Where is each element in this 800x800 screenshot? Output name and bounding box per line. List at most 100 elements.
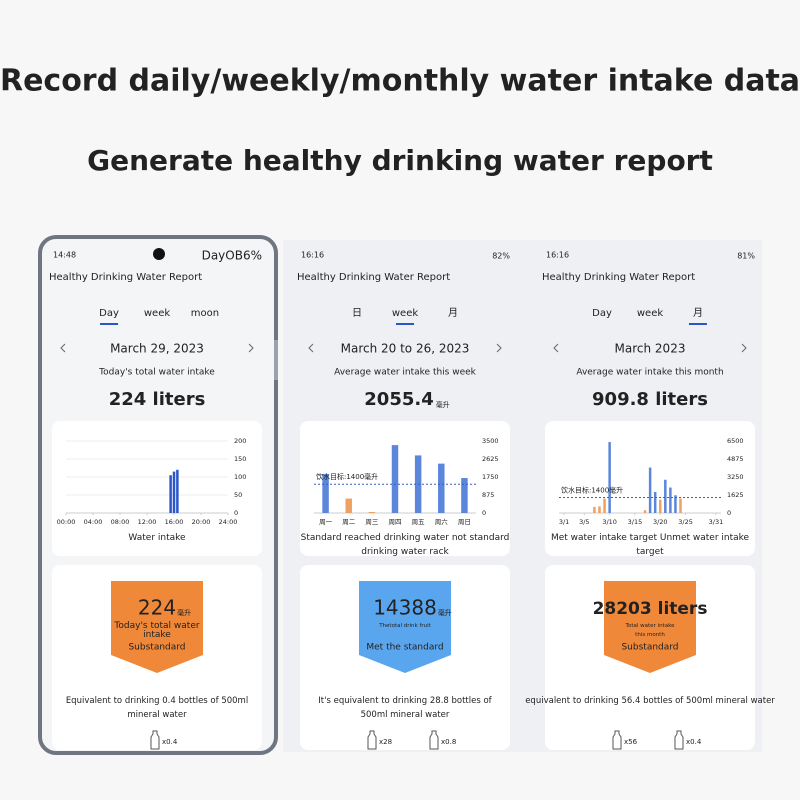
x-tick-label: 周二 [342, 518, 356, 526]
prev-arrow [60, 343, 66, 353]
bar [391, 445, 399, 513]
tab[interactable]: moon [191, 308, 219, 319]
metric-label: Today's total water intake [98, 368, 215, 378]
bottle-count: x0.4 [686, 738, 702, 746]
date: March 29, 2023 [110, 342, 204, 356]
tab-indicator [688, 323, 707, 325]
badge-status: Met the standard [366, 643, 443, 653]
tab[interactable]: 月 [448, 307, 458, 319]
x-tick-label: 16:00 [165, 518, 184, 526]
equivalent-text: equivalent to drinking 56.4 bottles of 5… [525, 696, 775, 706]
x-tick-label: 04:00 [84, 518, 103, 526]
chart-card [300, 421, 510, 556]
equivalent-text: Equivalent to drinking 0.4 bottles of 50… [66, 696, 248, 720]
bar [593, 506, 596, 513]
x-tick-label: 3/1 [559, 518, 569, 526]
bottle-count: x0.4 [162, 738, 178, 746]
x-tick-label: 周四 [389, 518, 402, 526]
bar [603, 498, 606, 513]
bottle-count: x0.8 [441, 738, 456, 746]
bar [322, 473, 329, 513]
badge [604, 581, 696, 673]
tab[interactable]: week [637, 308, 663, 319]
x-tick-label: 20:00 [192, 518, 211, 526]
target-label: 饮水目标:1400毫升 [316, 472, 378, 481]
bar [598, 506, 601, 513]
tab[interactable]: Day [592, 308, 612, 319]
page-title: Record daily/weekly/monthly water intake… [0, 64, 800, 99]
y-tick-label: 875 [482, 491, 494, 499]
equivalent-text: It's equivalent to drinking 28.8 bottles… [318, 696, 492, 720]
next-arrow [496, 343, 502, 353]
tab[interactable]: week [144, 308, 170, 319]
bar [608, 442, 611, 513]
bar [648, 467, 652, 513]
x-tick-label: 08:00 [111, 518, 130, 526]
x-tick-label: 3/20 [653, 518, 668, 526]
bottle-icon [612, 730, 622, 750]
y-tick-label: 0 [482, 509, 486, 517]
bottle-icon [674, 730, 684, 750]
bottle-icon [429, 730, 439, 750]
y-tick-label: 200 [234, 437, 246, 445]
status-right: 81% [737, 252, 755, 261]
prev-arrow [553, 343, 559, 353]
next-arrow [248, 343, 254, 353]
x-tick-label: 3/5 [579, 518, 589, 526]
tab[interactable]: week [392, 308, 418, 319]
y-tick-label: 3500 [482, 437, 499, 445]
chart-card [52, 421, 262, 556]
date: March 20 to 26, 2023 [341, 342, 470, 356]
x-tick-label: 3/31 [709, 518, 724, 526]
next-arrow [741, 343, 747, 353]
y-tick-label: 4875 [727, 455, 744, 463]
y-tick-label: 1750 [482, 473, 499, 481]
x-tick-label: 周日 [458, 518, 471, 526]
metric-label: Average water intake this week [334, 368, 477, 378]
prev-arrow [308, 343, 314, 353]
tab-indicator [100, 323, 119, 325]
x-tick-label: 12:00 [138, 518, 157, 526]
badge [111, 581, 203, 673]
bar [669, 487, 672, 513]
badge-unit: 毫升 [438, 608, 452, 617]
badge-label: Today's total water intake [113, 621, 199, 640]
x-tick-label: 周一 [319, 518, 333, 526]
y-tick-label: 100 [234, 473, 246, 481]
y-tick-label: 3250 [727, 473, 744, 481]
date: March 2023 [615, 342, 686, 356]
metric-value: 2055.4 [364, 389, 433, 410]
bar [653, 491, 657, 513]
status-time: 16:16 [546, 251, 569, 260]
screen: 16:16 81% Healthy Drinking Water Report Day… [525, 251, 775, 750]
badge-value: 224 [138, 596, 176, 620]
y-tick-label: 50 [234, 491, 242, 499]
tab[interactable]: 日 [352, 308, 362, 319]
badge [359, 581, 451, 673]
bar [679, 498, 682, 513]
tab[interactable]: 月 [693, 307, 703, 319]
target-label: 饮水目标:1400毫升 [561, 485, 623, 494]
x-tick-label: 24:00 [219, 518, 238, 526]
y-tick-label: 0 [234, 509, 238, 517]
x-tick-label: 3/15 [628, 518, 643, 526]
y-tick-label: 2625 [482, 455, 499, 463]
status-right: 82% [492, 252, 510, 261]
badge-value: 28203 liters [593, 599, 708, 619]
bar [368, 511, 376, 513]
x-tick-label: 周三 [365, 518, 379, 526]
bottle-icon [150, 730, 160, 750]
tab[interactable]: Day [99, 308, 119, 319]
chart-caption: Standard reached drinking water not stan… [301, 533, 510, 557]
bar [664, 479, 667, 513]
status-time: 14:48 [53, 251, 76, 260]
badge-status: Substandard [128, 643, 185, 653]
bar [438, 463, 445, 513]
app-title: Healthy Drinking Water Report [297, 272, 450, 283]
badge-unit: 毫升 [177, 608, 191, 617]
bar [659, 499, 662, 513]
app-title: Healthy Drinking Water Report [49, 272, 202, 283]
x-tick-label: 周六 [435, 517, 449, 526]
bar [674, 495, 677, 513]
